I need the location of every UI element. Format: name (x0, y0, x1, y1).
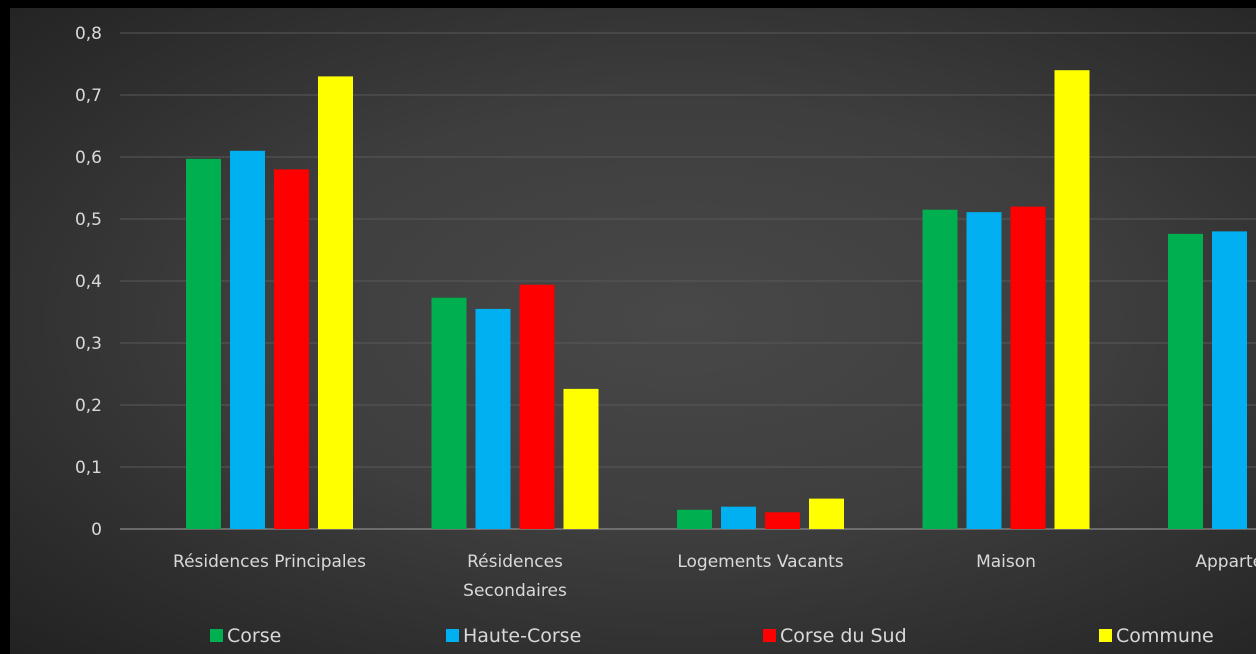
bar (318, 76, 353, 530)
legend-label: Commune (1116, 625, 1214, 647)
bar (519, 284, 555, 529)
bar (809, 498, 844, 529)
x-axis-categories: Résidences Principales Résidences Secondai… (173, 552, 1256, 601)
legend-swatch (1099, 629, 1112, 642)
y-tick-label: 0,4 (75, 272, 102, 292)
category-label: Résidences (467, 552, 563, 572)
bar (677, 509, 712, 529)
gridlines (120, 32, 1256, 530)
y-tick-label: 0,1 (75, 458, 102, 478)
legend-swatch (763, 629, 776, 642)
bars (186, 70, 1247, 530)
category-label: Maison (976, 552, 1036, 572)
bar (186, 158, 221, 530)
y-tick-label: 0,7 (75, 86, 102, 106)
bar (922, 209, 958, 529)
bar (230, 150, 265, 530)
category-label: Secondaires (463, 581, 567, 601)
y-tick-label: 0,6 (75, 148, 102, 168)
legend-label: Haute-Corse (463, 625, 581, 647)
legend: Corse Haute-Corse Corse du Sud Commune (210, 625, 1214, 647)
bar (1054, 70, 1090, 529)
y-tick-label: 0,5 (75, 210, 102, 230)
bar (1168, 233, 1203, 529)
y-axis-ticks: 0 0,1 0,2 0,3 0,4 0,5 0,6 0,7 0,8 (75, 24, 102, 540)
bar (765, 512, 800, 529)
y-tick-label: 0,3 (75, 334, 102, 354)
bar (1010, 206, 1046, 529)
bar (1212, 231, 1247, 529)
legend-label: Corse du Sud (780, 625, 907, 647)
bar (966, 212, 1002, 529)
y-tick-label: 0,8 (75, 24, 102, 44)
bar (431, 297, 467, 529)
legend-swatch (446, 629, 459, 642)
bar (475, 308, 511, 529)
category-label: Logements Vacants (677, 552, 843, 572)
chart-area: 0 0,1 0,2 0,3 0,4 0,5 0,6 0,7 0,8 Résidences Pri… (10, 8, 1256, 654)
bar-chart: 0 0,1 0,2 0,3 0,4 0,5 0,6 0,7 0,8 Résidences Pri… (75, 24, 1256, 647)
bar (274, 169, 309, 529)
category-label: Résidences Principales (173, 552, 366, 572)
bar (721, 506, 756, 529)
y-tick-label: 0,2 (75, 396, 102, 416)
legend-label: Corse (227, 625, 281, 647)
category-label: Appartement (1195, 552, 1256, 572)
bar (563, 388, 599, 529)
y-tick-label: 0 (91, 520, 102, 540)
legend-swatch (210, 629, 223, 642)
